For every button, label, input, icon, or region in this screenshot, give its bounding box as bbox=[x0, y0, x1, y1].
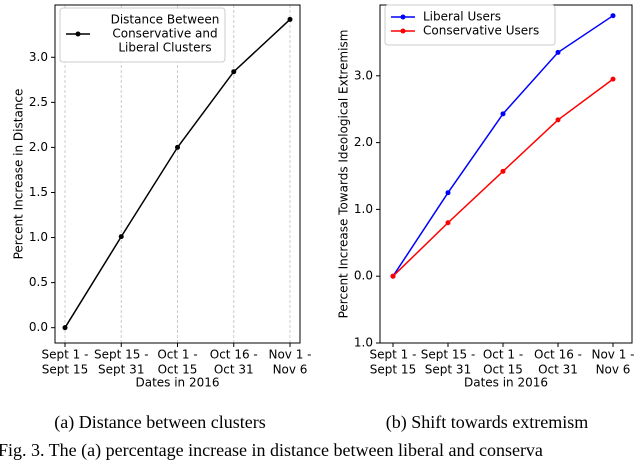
data-point bbox=[445, 220, 451, 226]
y-tick-label: 0.5 bbox=[29, 275, 48, 289]
data-point bbox=[175, 144, 180, 150]
subfigure-caption: (b) Shift towards extremism bbox=[386, 412, 588, 433]
x-tick-label: Oct 15 bbox=[483, 363, 523, 377]
plot-frame bbox=[379, 4, 633, 344]
data-point bbox=[555, 49, 561, 55]
y-tick-label: 3.0 bbox=[354, 68, 373, 82]
data-line bbox=[392, 15, 614, 277]
legend-label: Liberal Clusters bbox=[118, 41, 211, 55]
x-tick-label: Sept 31 bbox=[425, 363, 471, 377]
y-tick-label: 2.5 bbox=[29, 95, 48, 109]
x-tick-label: Nov 6 bbox=[273, 363, 308, 377]
data-point bbox=[610, 76, 616, 82]
x-tick-label: Nov 1 - bbox=[591, 348, 634, 362]
x-tick-label: Oct 31 bbox=[214, 363, 254, 377]
data-point bbox=[231, 69, 237, 75]
data-point bbox=[390, 273, 396, 279]
data-line bbox=[392, 78, 614, 277]
data-point bbox=[287, 16, 293, 22]
data-point bbox=[500, 111, 506, 117]
figure-caption: Fig. 3. The (a) percentage increase in d… bbox=[0, 440, 543, 460]
legend-frame bbox=[384, 4, 556, 46]
legend-label: Distance Between bbox=[111, 13, 220, 27]
x-tick-label: Sept 15 bbox=[42, 363, 88, 377]
data-point bbox=[62, 325, 68, 331]
y-tick-label: 1.0 bbox=[29, 230, 48, 244]
y-tick-label: 2.0 bbox=[29, 140, 48, 154]
x-tick-label: Oct 1 - bbox=[483, 348, 523, 362]
plot-frame bbox=[54, 4, 301, 344]
data-point bbox=[610, 13, 616, 19]
x-tick-label: Sept 15 - bbox=[421, 348, 476, 362]
y-tick-label: 2.0 bbox=[354, 135, 373, 149]
y-tick-label: 3.0 bbox=[29, 50, 48, 64]
y-axis-label: Percent Increase in Distance bbox=[12, 89, 26, 260]
x-tick-label: Oct 1 - bbox=[157, 348, 197, 362]
legend-swatch-marker bbox=[75, 31, 81, 37]
x-tick-label: Sept 15 - bbox=[94, 348, 149, 362]
x-tick-label: Nov 1 - bbox=[268, 348, 311, 362]
legend-swatch-marker bbox=[400, 14, 406, 20]
legend-label: Liberal Users bbox=[423, 10, 501, 24]
x-tick-label: Oct 15 bbox=[158, 363, 198, 377]
x-axis-label: Dates in 2016 bbox=[464, 376, 548, 390]
x-tick-label: Sept 15 bbox=[370, 363, 416, 377]
data-point bbox=[555, 117, 561, 123]
y-tick-label: 1.0 bbox=[354, 202, 373, 216]
x-tick-label: Sept 31 bbox=[98, 363, 144, 377]
data-point bbox=[500, 168, 506, 174]
x-tick-label: Sept 1 - bbox=[370, 348, 417, 362]
x-tick-label: Oct 16 - bbox=[210, 348, 258, 362]
legend-frame bbox=[59, 7, 226, 63]
legend-swatch-marker bbox=[400, 28, 406, 34]
y-tick-label: 0.0 bbox=[29, 320, 48, 334]
x-tick-label: Sept 1 - bbox=[42, 348, 89, 362]
y-tick-label: 0.0 bbox=[354, 269, 373, 283]
legend-label: Conservative Users bbox=[423, 24, 539, 38]
y-tick-label: 1.5 bbox=[29, 185, 48, 199]
legend-label: Conservative and bbox=[112, 27, 217, 41]
y-tick-label: 1.0 bbox=[354, 336, 373, 350]
x-tick-label: Oct 31 bbox=[538, 363, 578, 377]
x-tick-label: Oct 16 - bbox=[534, 348, 582, 362]
data-point bbox=[445, 190, 451, 196]
x-axis-label: Dates in 2016 bbox=[135, 376, 219, 390]
data-point bbox=[118, 234, 124, 240]
x-tick-label: Nov 6 bbox=[596, 363, 631, 377]
y-axis-label: Percent Increase Towards Ideological Ext… bbox=[337, 30, 351, 319]
subfigure-caption: (a) Distance between clusters bbox=[54, 412, 265, 433]
